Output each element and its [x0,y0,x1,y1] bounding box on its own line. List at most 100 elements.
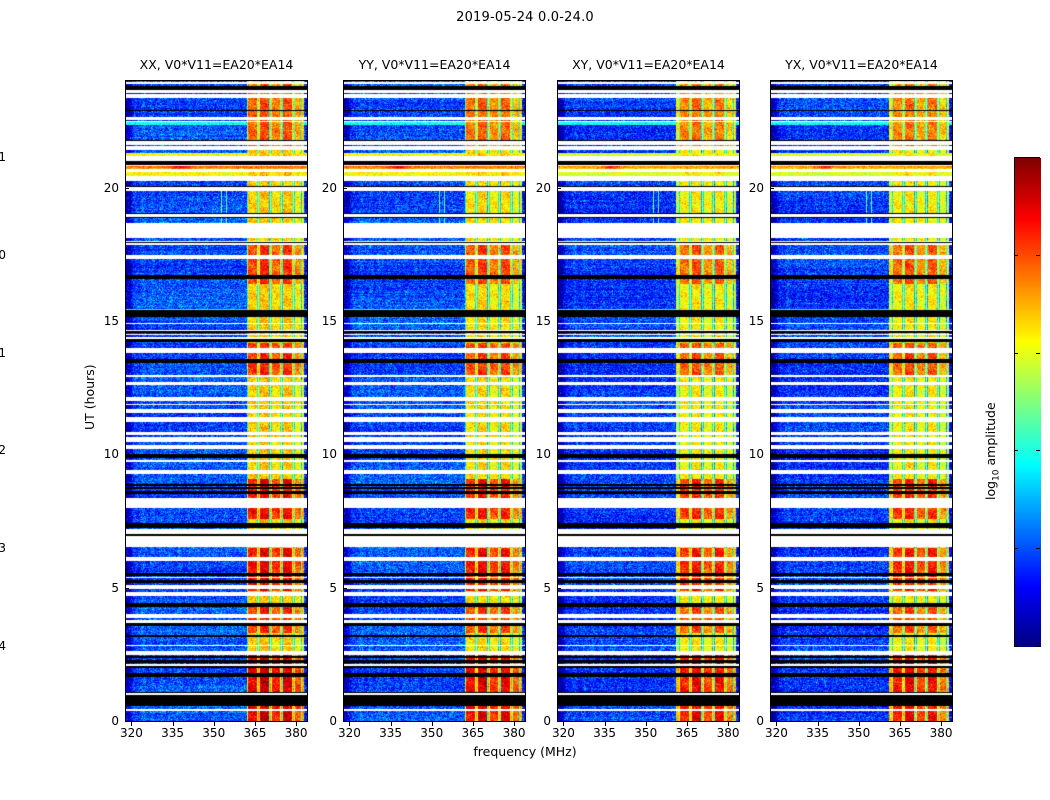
x-tick-label: 350 [420,726,444,740]
x-tick-mark [776,722,778,726]
y-tick-label: 0 [329,714,337,728]
colorbar-tick-mark [1014,646,1018,647]
x-tick-mark [604,722,606,726]
x-tick-label: 335 [161,726,185,740]
y-tick-mark [557,321,561,322]
y-tick-label: 10 [321,447,337,462]
y-tick-mark [770,187,774,189]
x-tick-label: 380 [716,726,740,740]
x-tick-mark [431,722,433,726]
colorbar-tick-label: −1 [0,345,6,360]
panel-title-xy: XY, V0*V11=EA20*EA14 [572,57,725,72]
x-tick-label: 365 [461,726,485,740]
y-tick-label: 5 [111,580,119,595]
colorbar-tick-label: 1 [0,150,6,164]
x-tick-label: 380 [502,726,526,740]
colorbar-tick-label: 0 [0,247,6,262]
y-tick-mark [125,721,129,722]
y-tick-label: 15 [321,314,337,328]
colorbar-tick-mark [1014,548,1018,550]
y-tick-label: 5 [543,580,551,595]
y-tick-label: 5 [329,580,337,595]
y-tick-label: 10 [103,447,119,462]
y-tick-mark [770,454,774,456]
x-tick-label: 335 [379,726,403,740]
x-tick-mark [941,722,943,726]
y-tick-mark [557,721,561,722]
x-tick-label: 365 [888,726,912,740]
y-tick-label: 15 [535,314,551,328]
y-tick-mark [343,187,347,189]
x-tick-label: 380 [929,726,953,740]
colorbar-tick-label: −2 [0,443,6,458]
x-tick-mark [472,722,474,726]
x-tick-label: 320 [338,726,361,740]
x-tick-label: 380 [284,726,308,740]
colorbar-tick-mark [1036,548,1040,550]
x-tick-label: 350 [202,726,226,740]
y-tick-label: 15 [748,314,764,328]
x-tick-mark [728,722,730,726]
x-tick-mark [686,722,688,726]
spectrogram-panel-yx[interactable] [770,80,953,722]
x-tick-mark [563,722,565,726]
y-tick-mark [343,321,347,322]
y-tick-label: 0 [543,714,551,728]
y-tick-label: 0 [756,714,764,728]
y-tick-mark [343,454,347,456]
spectrogram-panel-xy[interactable] [557,80,740,722]
colorbar-tick-mark [1014,450,1018,452]
x-tick-label: 350 [847,726,871,740]
colorbar-tick-label: −4 [0,639,6,653]
colorbar-tick-mark [1014,157,1018,158]
x-tick-mark [514,722,516,726]
x-tick-mark [213,722,215,726]
colorbar-label-subscript: 10 [991,469,1002,481]
y-tick-mark [125,321,129,322]
x-tick-mark [645,722,647,726]
y-tick-mark [770,721,774,722]
x-tick-label: 365 [243,726,267,740]
panel-title-xx: XX, V0*V11=EA20*EA14 [139,57,294,72]
spectrogram-image-xx [126,81,307,721]
colorbar-tick-label: −3 [0,541,6,556]
x-tick-mark [899,722,901,726]
y-tick-label: 20 [103,180,119,195]
y-tick-mark [557,187,561,189]
colorbar-tick-mark [1014,254,1018,256]
colorbar [1014,157,1041,647]
spectrogram-image-xy [558,81,739,721]
colorbar-label: log10 amplitude [983,402,1002,500]
x-tick-mark [131,722,133,726]
y-tick-mark [557,587,561,589]
x-tick-mark [858,722,860,726]
y-tick-label: 20 [748,180,764,195]
x-tick-label: 335 [806,726,830,740]
y-tick-mark [125,587,129,589]
x-tick-label: 365 [675,726,699,740]
x-tick-label: 320 [120,726,143,740]
panel-title-yx: YX, V0*V11=EA20*EA14 [785,57,938,72]
x-tick-label: 335 [593,726,617,740]
y-tick-mark [343,587,347,589]
y-tick-mark [125,187,129,189]
spectrogram-image-yx [771,81,952,721]
colorbar-tick-mark [1036,646,1040,647]
y-axis-label: UT (hours) [82,364,97,430]
y-tick-mark [125,454,129,456]
x-tick-mark [349,722,351,726]
spectrogram-panel-yy[interactable] [343,80,526,722]
spectrogram-image-yy [344,81,525,721]
x-tick-mark [254,722,256,726]
y-tick-mark [770,321,774,322]
x-tick-mark [296,722,298,726]
y-tick-label: 15 [103,314,119,328]
spectrogram-panel-xx[interactable] [125,80,308,722]
x-tick-label: 320 [765,726,788,740]
colorbar-label-suffix: amplitude [983,402,998,470]
colorbar-tick-mark [1036,157,1040,158]
y-tick-mark [770,587,774,589]
colorbar-label-prefix: log [983,480,998,500]
x-tick-mark [172,722,174,726]
